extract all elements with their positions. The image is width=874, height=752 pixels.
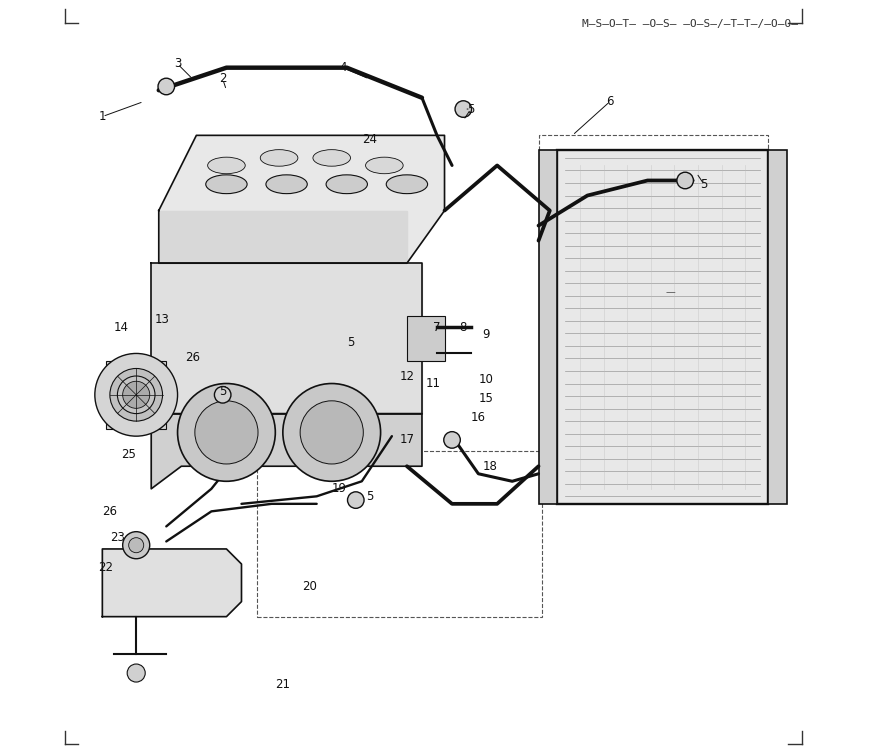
Text: 3: 3 xyxy=(174,57,181,71)
Text: 19: 19 xyxy=(332,482,347,496)
Circle shape xyxy=(177,384,275,481)
Circle shape xyxy=(117,376,155,414)
Ellipse shape xyxy=(676,172,693,189)
Text: 5: 5 xyxy=(700,177,708,191)
Bar xyxy=(257,451,542,617)
Text: 5: 5 xyxy=(365,490,373,503)
Circle shape xyxy=(128,538,143,553)
Text: 21: 21 xyxy=(275,678,290,691)
Text: 20: 20 xyxy=(302,580,316,593)
Ellipse shape xyxy=(260,150,298,166)
Text: 26: 26 xyxy=(102,505,117,518)
Text: 5: 5 xyxy=(467,102,475,116)
Text: 18: 18 xyxy=(482,459,497,473)
Text: 17: 17 xyxy=(399,433,414,447)
Text: 6: 6 xyxy=(607,95,614,108)
Ellipse shape xyxy=(266,175,308,193)
Text: 1: 1 xyxy=(99,110,106,123)
Text: 5: 5 xyxy=(219,384,226,398)
Ellipse shape xyxy=(365,157,403,174)
Ellipse shape xyxy=(208,157,246,174)
Ellipse shape xyxy=(214,387,231,403)
FancyBboxPatch shape xyxy=(558,150,768,504)
Text: M̶S̶O̶T̶ ̶O̶S̶ ̶O̶S̶/̶T̶T̶/̶O̶O̶: M̶S̶O̶T̶ ̶O̶S̶ ̶O̶S̶/̶T̶T̶/̶O̶O̶ xyxy=(582,19,798,29)
Text: 4: 4 xyxy=(339,61,347,74)
Polygon shape xyxy=(106,361,166,429)
Text: 5: 5 xyxy=(347,335,354,349)
Text: 22: 22 xyxy=(99,561,114,575)
Ellipse shape xyxy=(313,150,350,166)
Ellipse shape xyxy=(348,492,364,508)
Text: 15: 15 xyxy=(478,392,493,405)
Ellipse shape xyxy=(455,101,472,117)
Polygon shape xyxy=(151,414,422,489)
Polygon shape xyxy=(102,549,241,617)
FancyBboxPatch shape xyxy=(768,150,787,504)
Text: 9: 9 xyxy=(482,328,489,341)
Polygon shape xyxy=(407,316,445,361)
Text: 12: 12 xyxy=(399,369,414,383)
Circle shape xyxy=(122,381,149,408)
Text: 2: 2 xyxy=(218,72,226,86)
Circle shape xyxy=(195,401,258,464)
Ellipse shape xyxy=(444,432,461,448)
Text: —: — xyxy=(665,287,675,297)
Ellipse shape xyxy=(326,175,367,193)
Text: 8: 8 xyxy=(460,320,467,334)
Polygon shape xyxy=(159,211,407,263)
Polygon shape xyxy=(151,263,422,414)
Circle shape xyxy=(95,353,177,436)
Text: 13: 13 xyxy=(155,313,170,326)
Text: 25: 25 xyxy=(121,448,136,462)
Circle shape xyxy=(283,384,380,481)
Text: 11: 11 xyxy=(426,377,440,390)
Circle shape xyxy=(122,532,149,559)
Ellipse shape xyxy=(158,78,175,95)
Ellipse shape xyxy=(386,175,427,193)
Text: 23: 23 xyxy=(110,531,125,544)
Ellipse shape xyxy=(205,175,247,193)
Circle shape xyxy=(128,664,145,682)
Text: 14: 14 xyxy=(114,320,128,334)
Text: 24: 24 xyxy=(362,132,377,146)
FancyBboxPatch shape xyxy=(538,150,558,504)
Text: 7: 7 xyxy=(434,320,440,334)
Text: 26: 26 xyxy=(185,350,200,364)
Text: 16: 16 xyxy=(471,411,486,424)
Circle shape xyxy=(110,368,163,421)
Text: 10: 10 xyxy=(478,373,493,387)
Polygon shape xyxy=(159,135,445,263)
Circle shape xyxy=(300,401,364,464)
